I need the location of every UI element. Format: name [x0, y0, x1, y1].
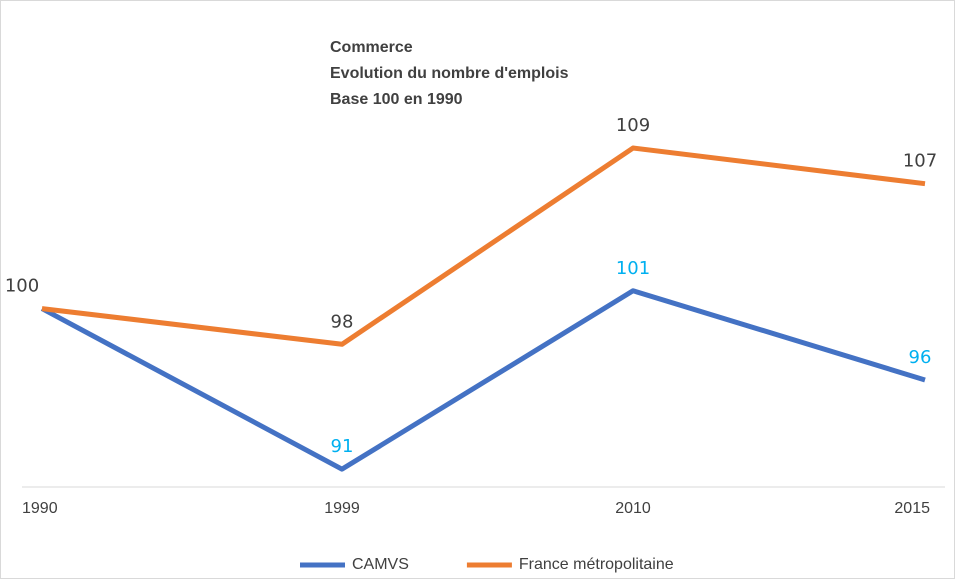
x-tick-label: 1990: [22, 500, 58, 517]
series-line: [41, 145, 926, 347]
data-label: 109: [616, 115, 650, 136]
legend-label: France métropolitaine: [519, 556, 674, 573]
data-label: 96: [909, 347, 932, 368]
chart-title: Evolution du nombre d'emplois: [330, 65, 569, 82]
data-label: 91: [331, 436, 354, 457]
x-tick-label: 1999: [324, 500, 360, 517]
chart-title: Commerce: [330, 39, 413, 56]
series-line: [40, 288, 926, 472]
data-label: 107: [903, 151, 937, 172]
x-tick-label: 2010: [615, 500, 651, 517]
data-label: 100: [5, 276, 39, 297]
data-label: 101: [616, 258, 650, 279]
chart-title: Base 100 en 1990: [330, 91, 463, 108]
legend-label: CAMVS: [352, 556, 409, 573]
data-label: 98: [331, 311, 354, 332]
x-tick-label: 2015: [894, 500, 930, 517]
